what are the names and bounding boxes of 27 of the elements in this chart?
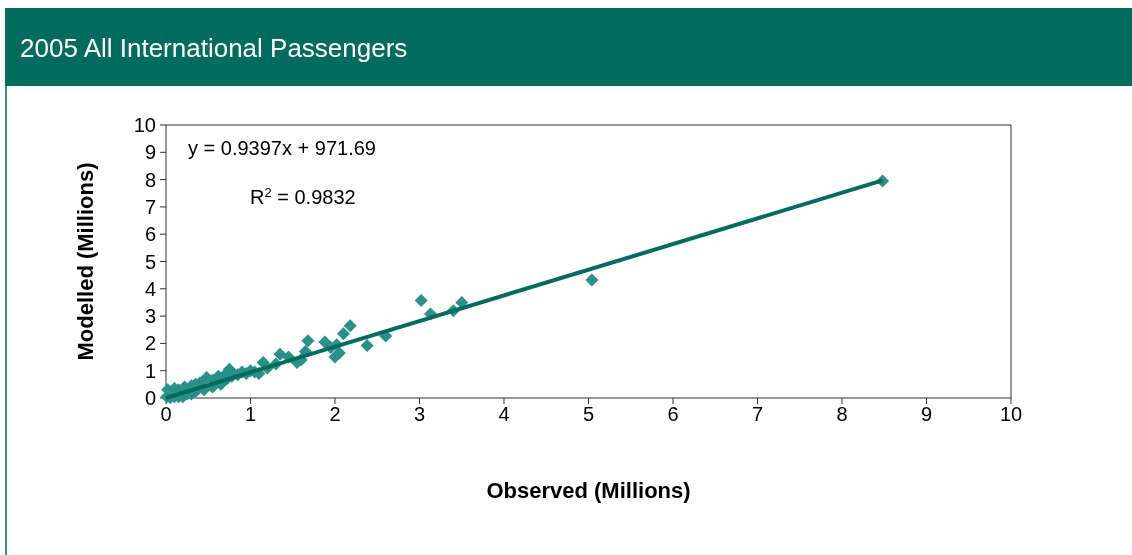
x-tick-label: 8 [836, 403, 848, 425]
y-tick-label: 5 [144, 250, 156, 273]
x-tick-label: 9 [920, 403, 933, 425]
x-tick-label: 7 [751, 403, 764, 425]
y-tick-label: 7 [144, 195, 156, 218]
x-tick-label: 3 [413, 403, 426, 425]
x-tick-label: 5 [582, 403, 595, 425]
x-tick-label: 4 [498, 403, 510, 425]
annotation: y = 0.9397x + 971.69 [188, 137, 376, 159]
x-tick-label: 2 [329, 403, 341, 425]
annotation: R$^{2}$ = 0.9832 [250, 184, 356, 208]
y-tick-label: 2 [144, 332, 156, 355]
y-axis-title: Modelled (Millions) [73, 162, 98, 361]
x-tick-label: 0 [160, 403, 172, 425]
x-tick-label: 6 [667, 403, 679, 425]
chart-title: 2005 All International Passengers [20, 33, 408, 63]
x-tick-label: 10 [999, 403, 1023, 425]
y-tick-label: 0 [144, 387, 156, 409]
y-tick-label: 8 [144, 168, 156, 191]
y-tick-label: 4 [144, 277, 156, 300]
y-tick-label: 1 [144, 359, 156, 382]
x-tick-label: 1 [244, 403, 257, 425]
y-tick-label: 6 [144, 223, 156, 246]
y-tick-label: 9 [144, 141, 156, 164]
y-tick-label: 10 [133, 114, 156, 136]
y-tick-label: 3 [144, 305, 156, 328]
x-axis-title: Observed (Millions) [486, 478, 691, 503]
